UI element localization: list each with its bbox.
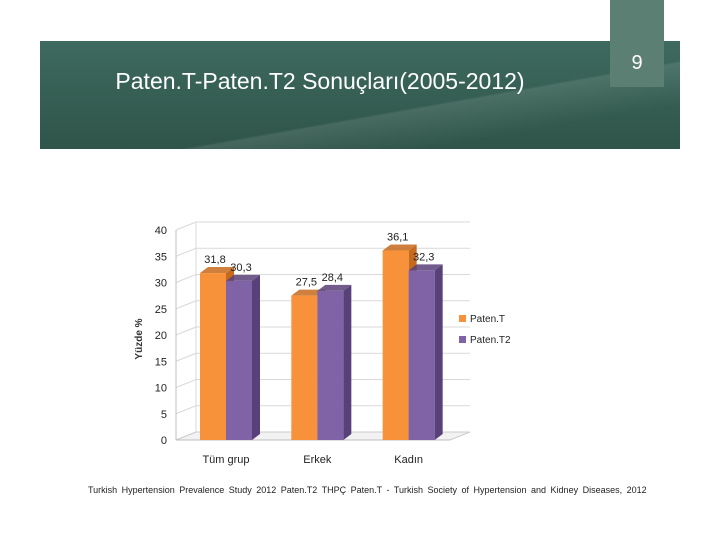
grid-line-diagonal: [175, 379, 197, 388]
bar-top: [291, 289, 326, 296]
y-tick-label: 30: [155, 278, 167, 290]
y-tick-label: 15: [155, 356, 167, 368]
grid-line-diagonal: [175, 326, 197, 336]
chart-bars: [200, 244, 443, 440]
legend-swatch: [459, 315, 466, 322]
grid-line-diagonal: [175, 300, 197, 310]
grid-line-diagonal: [175, 221, 197, 231]
bar-side: [343, 284, 352, 440]
bar: [291, 295, 318, 440]
page-number-box: 9: [610, 0, 664, 87]
bar-chart: 0 5 10 15 20 25 30 35 40 31,8 30,3 27,5 28,4 36,1 32,…: [134, 221, 511, 466]
bar-top: [226, 274, 260, 281]
bar: [382, 250, 409, 440]
y-axis-label: Yüzde %: [134, 318, 145, 359]
grid-line-diagonal: [175, 405, 197, 415]
data-label: 32,3: [413, 251, 434, 263]
grid-line-diagonal: [175, 352, 197, 362]
banner-shade: [40, 41, 680, 149]
legend-swatch: [459, 336, 466, 343]
bar-side: [434, 264, 443, 440]
bar-top: [408, 264, 443, 271]
bar-top: [317, 284, 352, 291]
bar: [317, 290, 344, 440]
data-label: 31,8: [204, 254, 225, 266]
chart-legend: Paten.T Paten.T2: [459, 314, 511, 346]
y-tick-labels: 0 5 10 15 20 25 30 35 40: [155, 225, 167, 447]
y-tick-label: 35: [155, 251, 167, 263]
x-tick-labels: Tüm grup Erkek Kadın: [202, 454, 423, 466]
y-tick-label: 5: [161, 409, 167, 421]
source-footnote: Turkish Hypertension Prevalence Study 20…: [88, 485, 647, 495]
bar-top: [382, 244, 417, 251]
y-tick-label: 40: [155, 225, 167, 237]
x-tick-label: Erkek: [303, 454, 332, 466]
y-tick-label: 10: [155, 383, 167, 395]
bar-top: [200, 267, 234, 274]
data-label: 36,1: [387, 231, 408, 243]
legend-label: Paten.T: [470, 314, 505, 325]
y-tick-label: 0: [161, 435, 167, 447]
bar: [200, 273, 226, 440]
grid-line-diagonal: [175, 274, 197, 283]
y-tick-label: 25: [155, 304, 167, 316]
y-tick-label: 20: [155, 330, 167, 342]
slide-title: Paten.T-Paten.T2 Sonuçları(2005-2012): [115, 68, 525, 94]
data-label: 28,4: [322, 272, 343, 284]
title-banner: [40, 41, 680, 149]
x-tick-label: Kadın: [394, 454, 423, 466]
data-labels: 31,8 30,3 27,5 28,4 36,1 32,3: [204, 231, 434, 288]
page-number: 9: [631, 52, 643, 74]
bar-side: [252, 274, 260, 440]
bar: [226, 280, 252, 440]
x-tick-label: Tüm grup: [202, 454, 249, 466]
data-label: 30,3: [230, 262, 251, 274]
bar: [408, 270, 435, 440]
legend-label: Paten.T2: [470, 335, 511, 346]
data-label: 27,5: [296, 277, 317, 289]
grid-line-diagonal: [175, 247, 197, 257]
